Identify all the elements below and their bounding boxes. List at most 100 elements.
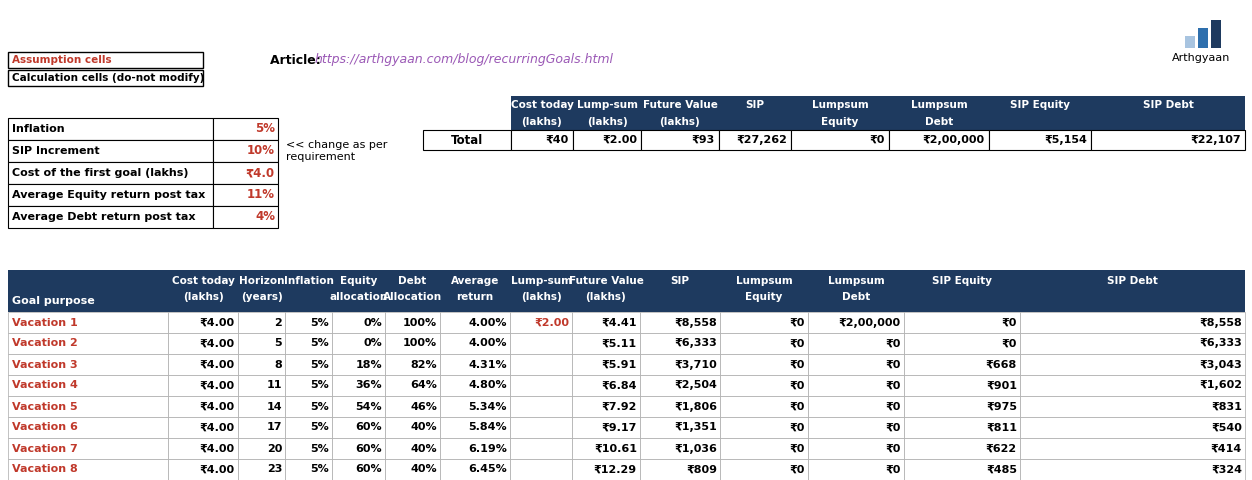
- Text: SIP Equity: SIP Equity: [1010, 100, 1070, 110]
- Bar: [640, 417, 720, 438]
- Bar: [8, 184, 213, 206]
- Bar: [1020, 375, 1244, 396]
- Text: Goal purpose: Goal purpose: [13, 296, 95, 306]
- Bar: [1198, 28, 1208, 48]
- Text: ₹9.17: ₹9.17: [602, 422, 637, 432]
- Bar: [572, 459, 640, 480]
- Text: ₹5,154: ₹5,154: [1044, 135, 1087, 145]
- Text: ₹0: ₹0: [1002, 338, 1017, 348]
- Bar: [168, 354, 238, 375]
- Bar: [510, 459, 572, 480]
- Text: ₹6.84: ₹6.84: [601, 381, 637, 391]
- Bar: [640, 396, 720, 417]
- Text: Horizon: Horizon: [239, 276, 284, 286]
- Text: 5%: 5%: [310, 465, 329, 475]
- Text: SIP: SIP: [745, 100, 765, 110]
- Bar: [510, 312, 572, 333]
- Text: 11%: 11%: [247, 189, 275, 202]
- Text: 17: 17: [267, 422, 282, 432]
- Text: ₹3,710: ₹3,710: [675, 360, 717, 370]
- Bar: [904, 417, 1020, 438]
- Text: Cost of the first goal (lakhs): Cost of the first goal (lakhs): [13, 168, 189, 178]
- Bar: [386, 438, 439, 459]
- Text: ₹2.00: ₹2.00: [602, 135, 637, 145]
- Text: ₹2.00: ₹2.00: [535, 317, 568, 327]
- Bar: [168, 459, 238, 480]
- Bar: [510, 375, 572, 396]
- Bar: [8, 459, 168, 480]
- Text: Lumpsum: Lumpsum: [828, 276, 884, 286]
- Text: SIP Equity: SIP Equity: [931, 276, 992, 286]
- Bar: [238, 312, 285, 333]
- Bar: [386, 333, 439, 354]
- Text: 40%: 40%: [411, 465, 437, 475]
- Bar: [213, 162, 278, 184]
- Bar: [1020, 459, 1244, 480]
- Bar: [510, 396, 572, 417]
- Text: Cost today: Cost today: [511, 100, 573, 110]
- Text: 82%: 82%: [411, 360, 437, 370]
- Text: ₹8,558: ₹8,558: [1199, 317, 1242, 327]
- Text: Lump-sum: Lump-sum: [576, 100, 637, 110]
- Text: ₹0: ₹0: [790, 465, 805, 475]
- Bar: [8, 396, 168, 417]
- Bar: [808, 354, 904, 375]
- Text: ₹811: ₹811: [987, 422, 1017, 432]
- Bar: [904, 396, 1020, 417]
- Text: ₹22,107: ₹22,107: [1191, 135, 1241, 145]
- Text: ₹485: ₹485: [987, 465, 1017, 475]
- Bar: [8, 438, 168, 459]
- Text: 10%: 10%: [247, 144, 275, 157]
- Bar: [808, 375, 904, 396]
- Text: ₹1,351: ₹1,351: [675, 422, 717, 432]
- Bar: [572, 396, 640, 417]
- Bar: [640, 312, 720, 333]
- Text: ₹975: ₹975: [987, 401, 1017, 411]
- Text: ₹3,043: ₹3,043: [1199, 360, 1242, 370]
- Bar: [8, 52, 203, 68]
- Text: ₹2,00,000: ₹2,00,000: [923, 135, 985, 145]
- Bar: [8, 354, 168, 375]
- Bar: [213, 206, 278, 228]
- Bar: [572, 333, 640, 354]
- Bar: [168, 333, 238, 354]
- Text: 8: 8: [274, 360, 282, 370]
- Bar: [511, 96, 1244, 130]
- Bar: [213, 118, 278, 140]
- Bar: [889, 130, 989, 150]
- Text: 5.84%: 5.84%: [468, 422, 507, 432]
- Text: Average Equity return post tax: Average Equity return post tax: [13, 190, 205, 200]
- Bar: [904, 375, 1020, 396]
- Text: ₹0: ₹0: [790, 401, 805, 411]
- Text: 5: 5: [274, 338, 282, 348]
- Text: << change as per
requirement: << change as per requirement: [285, 140, 387, 162]
- Bar: [168, 375, 238, 396]
- Bar: [386, 459, 439, 480]
- Text: 11: 11: [267, 381, 282, 391]
- Text: Debt: Debt: [925, 117, 953, 127]
- Bar: [168, 396, 238, 417]
- Bar: [720, 417, 808, 438]
- Bar: [640, 438, 720, 459]
- Text: 5.34%: 5.34%: [468, 401, 507, 411]
- Text: ₹0: ₹0: [885, 338, 901, 348]
- Bar: [640, 354, 720, 375]
- Bar: [808, 396, 904, 417]
- Text: SIP Increment: SIP Increment: [13, 146, 100, 156]
- Bar: [8, 417, 168, 438]
- Bar: [808, 459, 904, 480]
- Bar: [1020, 438, 1244, 459]
- Text: ₹27,262: ₹27,262: [736, 135, 788, 145]
- Text: Total: Total: [451, 133, 483, 146]
- Text: SIP Debt: SIP Debt: [1107, 276, 1158, 286]
- Bar: [720, 375, 808, 396]
- Text: 46%: 46%: [411, 401, 437, 411]
- Bar: [720, 333, 808, 354]
- Bar: [285, 333, 332, 354]
- Text: 60%: 60%: [356, 465, 382, 475]
- Bar: [1020, 312, 1244, 333]
- Text: 23: 23: [267, 465, 282, 475]
- Bar: [8, 140, 213, 162]
- Text: ₹40: ₹40: [546, 135, 568, 145]
- Bar: [8, 206, 213, 228]
